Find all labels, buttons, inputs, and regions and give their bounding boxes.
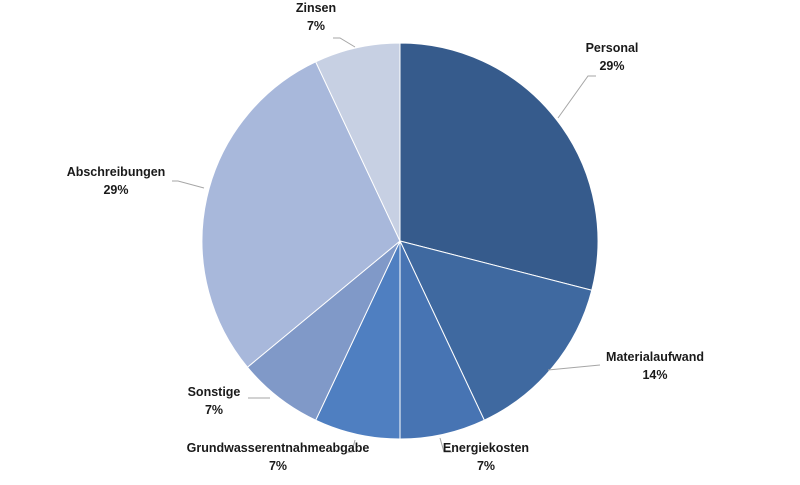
data-label-grundwasserentnahmeabgabe: Grundwasserentnahmeabgabe 7% <box>187 441 370 473</box>
data-label-category: Materialaufwand <box>606 350 704 364</box>
data-label-percent: 7% <box>205 403 223 417</box>
leader-line-personal <box>557 75 596 119</box>
data-label-category: Sonstige <box>188 385 241 399</box>
data-label-materialaufwand: Materialaufwand 14% <box>606 350 704 382</box>
leader-line-zinsen <box>333 37 356 48</box>
data-label-category: Personal <box>586 41 639 55</box>
data-label-abschreibungen: Abschreibungen 29% <box>67 165 166 197</box>
data-label-category: Abschreibungen <box>67 165 166 179</box>
data-label-category: Grundwasserentnahmeabgabe <box>187 441 370 455</box>
data-label-percent: 29% <box>599 59 624 73</box>
pie-slices <box>201 42 599 440</box>
leader-line-energiekosten <box>439 437 452 453</box>
data-label-personal: Personal 29% <box>586 41 639 73</box>
leader-line-materialaufwand <box>547 364 601 371</box>
data-label-sonstige: Sonstige 7% <box>188 385 241 417</box>
data-label-percent: 7% <box>477 459 495 473</box>
data-label-energiekosten: Energiekosten 7% <box>443 441 529 473</box>
pie-slice-abschreibungen <box>201 61 401 368</box>
pie-slice-personal <box>399 42 599 291</box>
leader-line-grundwasserentnahmeabgabe <box>346 439 356 453</box>
data-label-category: Energiekosten <box>443 441 529 455</box>
leader-line-abschreibungen <box>172 180 205 189</box>
data-label-percent: 29% <box>103 183 128 197</box>
data-label-zinsen: Zinsen 7% <box>296 1 336 33</box>
data-label-percent: 14% <box>642 368 667 382</box>
data-label-percent: 7% <box>269 459 287 473</box>
data-label-percent: 7% <box>307 19 325 33</box>
data-label-category: Zinsen <box>296 1 336 15</box>
data-labels: Personal 29% Materialaufwand 14% Energiekost… <box>67 1 704 473</box>
pie-slice-materialaufwand <box>399 240 593 421</box>
pie-slice-zinsen <box>315 42 401 242</box>
leader-lines <box>172 37 601 453</box>
